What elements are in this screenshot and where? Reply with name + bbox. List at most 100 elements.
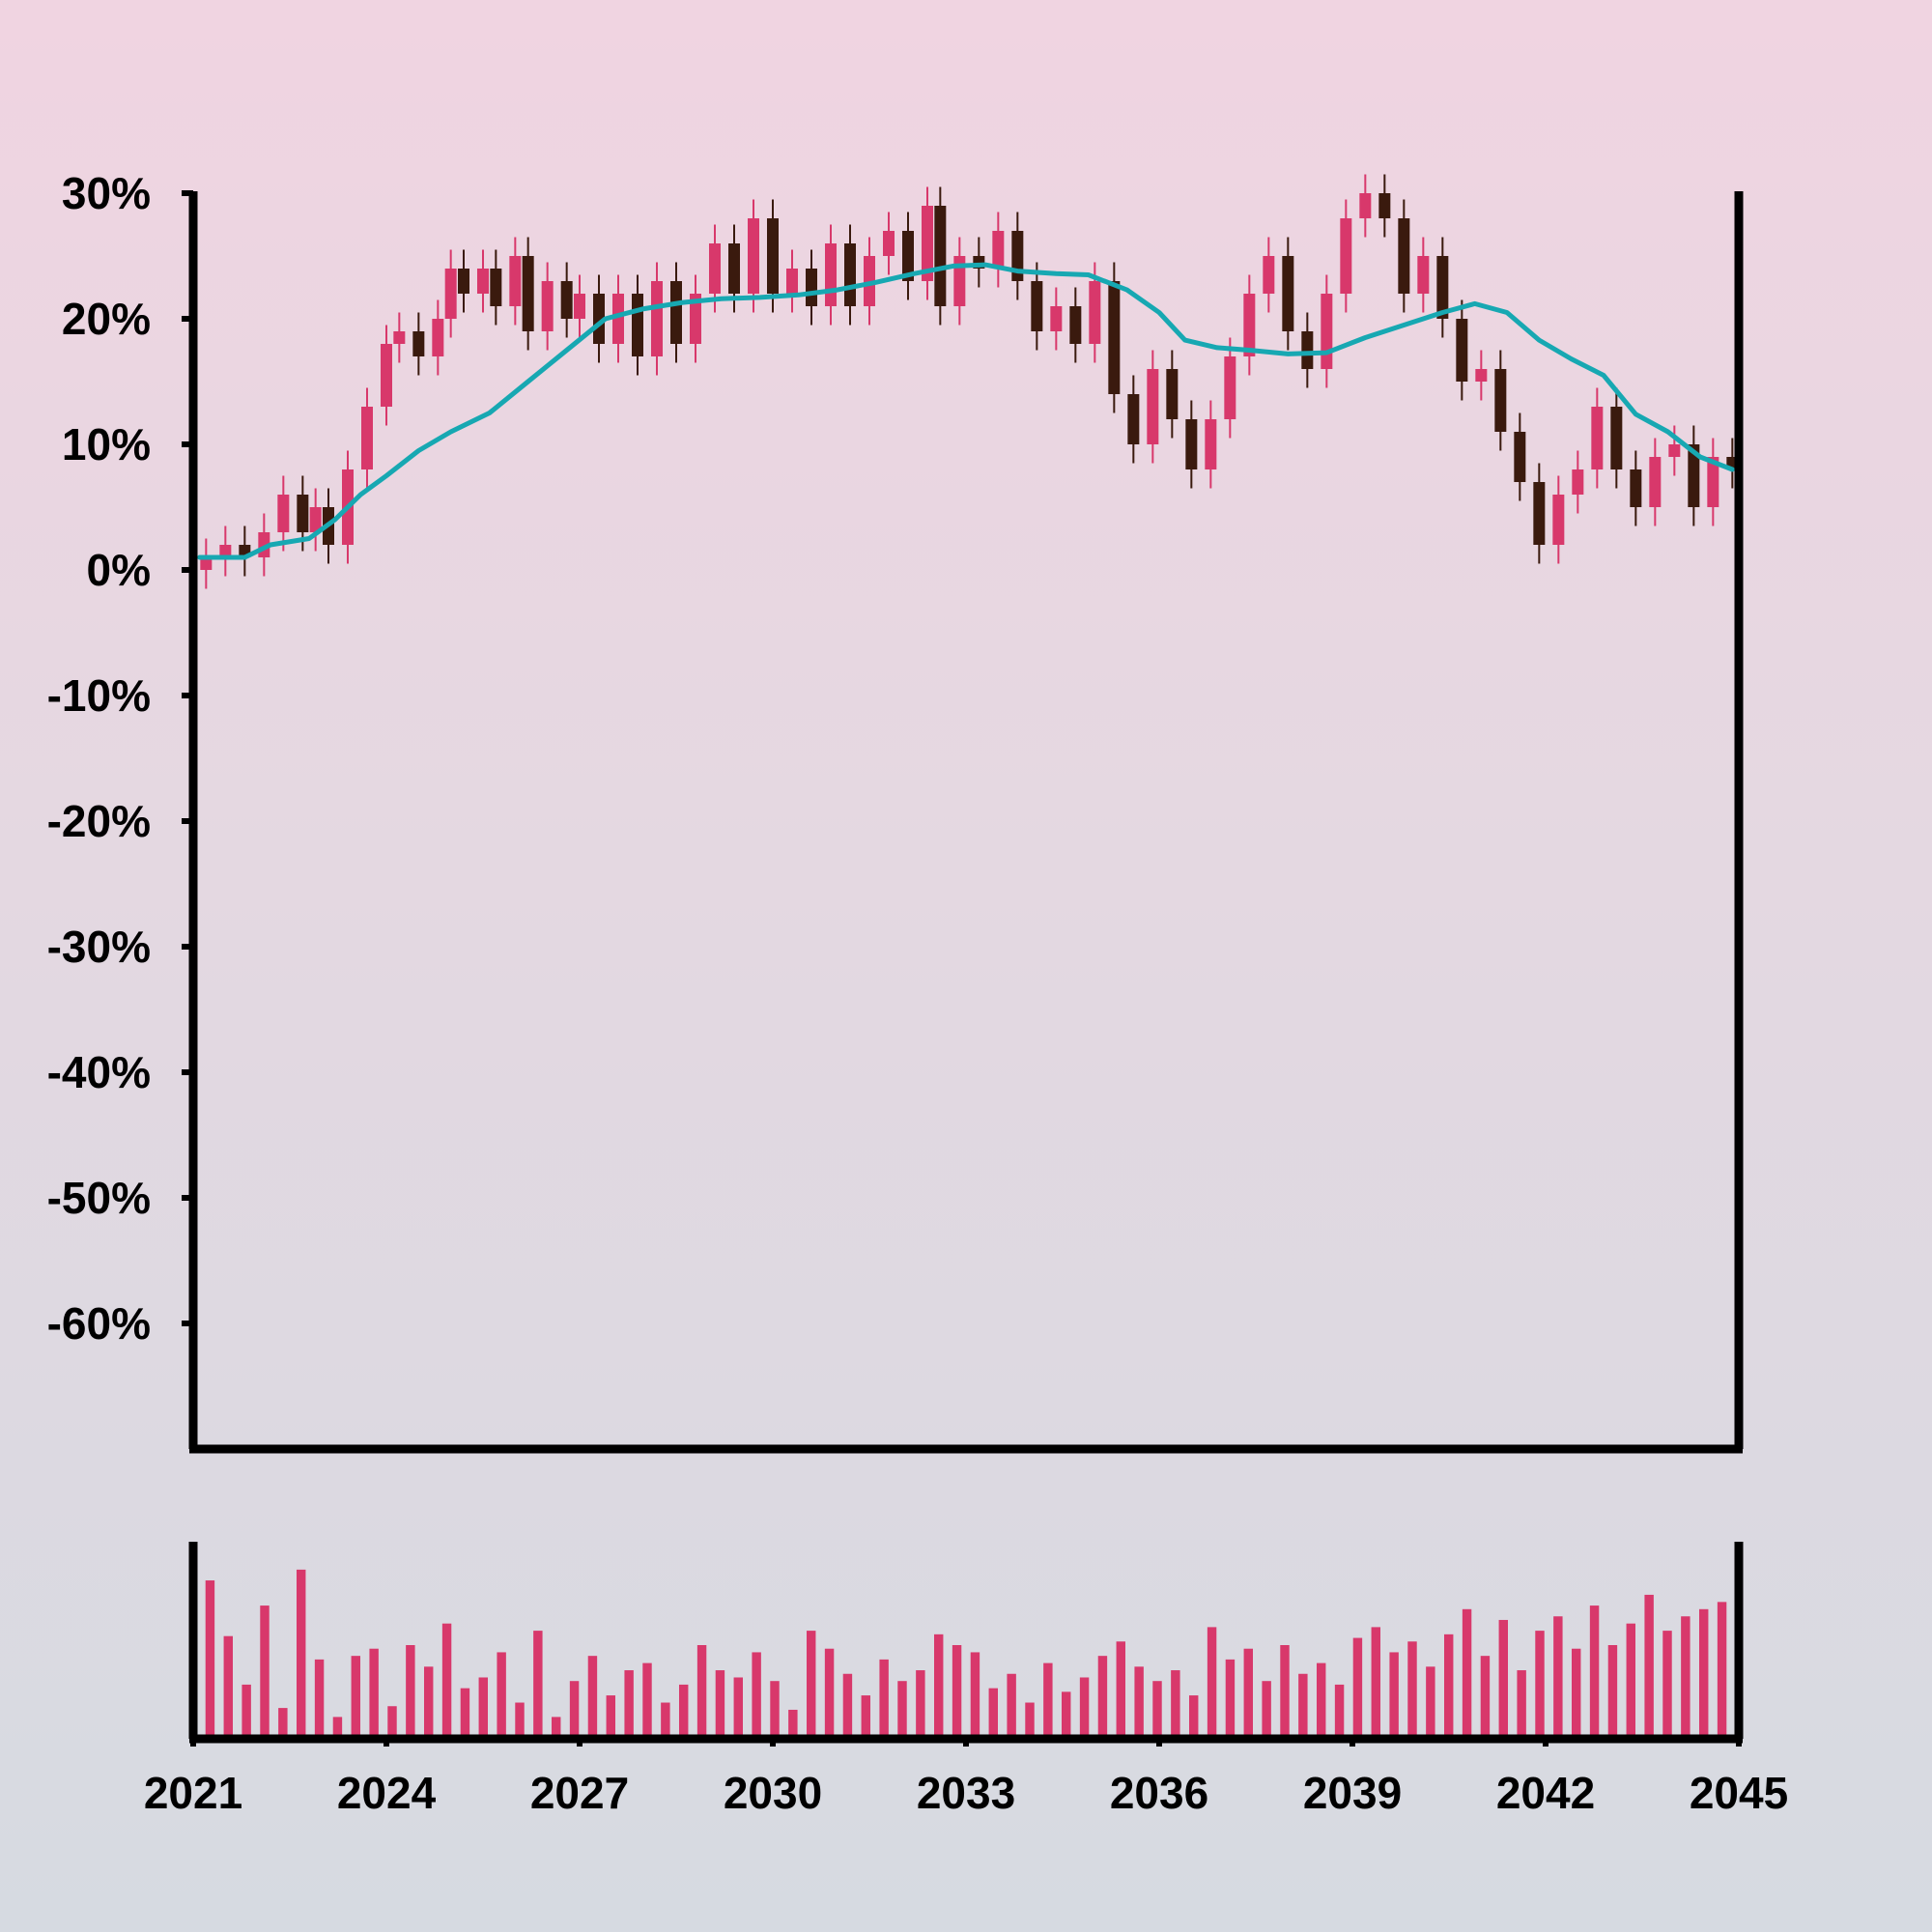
candle-down	[412, 331, 425, 356]
volume-bar	[1298, 1673, 1308, 1735]
candle-down	[490, 269, 502, 306]
volume-bar	[1134, 1666, 1144, 1735]
volume-bar	[332, 1717, 343, 1735]
y-tick-label: 30%	[62, 168, 151, 218]
candle-down	[670, 281, 682, 344]
candle-up	[200, 557, 213, 570]
candle-up	[1340, 218, 1352, 294]
volume-bar	[424, 1666, 434, 1735]
candle-up	[444, 269, 457, 319]
candle-down	[522, 256, 534, 331]
candle-down	[632, 294, 643, 356]
candle-down	[902, 231, 914, 281]
volume-bar	[1681, 1616, 1690, 1735]
volume-bar	[1444, 1634, 1454, 1735]
candle-down	[767, 218, 779, 294]
candle-up	[509, 256, 522, 306]
volume-bar	[624, 1670, 634, 1735]
volume-bar	[552, 1717, 561, 1735]
volume-bar	[1607, 1645, 1618, 1735]
candle-up	[1359, 193, 1372, 218]
candle-up	[864, 256, 875, 306]
candle-down	[239, 545, 251, 557]
candle-up	[690, 294, 701, 344]
volume-bar	[387, 1706, 397, 1735]
candle-up	[825, 243, 837, 306]
candle-down	[1533, 482, 1546, 545]
volume-bar	[297, 1569, 306, 1735]
candle-down	[1610, 407, 1623, 469]
volume-bar	[1207, 1627, 1217, 1735]
volume-bar	[478, 1677, 488, 1735]
candle-down	[1494, 369, 1507, 432]
y-axis: 30% 20% 10% 0% -10% -20% -30% -40% -50% -60%	[47, 168, 193, 1349]
candle-up	[432, 319, 444, 356]
volume-bar	[1626, 1623, 1635, 1735]
candle-up	[1263, 256, 1275, 294]
volume-bar	[934, 1634, 944, 1735]
y-tick-label: -40%	[47, 1047, 151, 1097]
volume-bar	[679, 1684, 689, 1735]
volume-bar	[1462, 1608, 1472, 1735]
volume-bar	[952, 1645, 962, 1735]
volume-bar	[1517, 1670, 1526, 1735]
candle-down	[593, 294, 605, 344]
y-tick-label: 20%	[62, 294, 151, 344]
volume-bar	[1352, 1637, 1363, 1735]
volume-bar	[861, 1695, 870, 1735]
x-tick-label: 2030	[724, 1768, 822, 1818]
volume-bar	[606, 1695, 615, 1735]
candle-up	[1591, 407, 1604, 469]
volume-bar	[1317, 1662, 1326, 1735]
volume-bar	[1116, 1641, 1125, 1735]
volume-bars-group	[205, 1569, 1727, 1735]
volume-bar	[1007, 1673, 1016, 1735]
volume-bar	[533, 1631, 543, 1735]
y-tick-label: -10%	[47, 670, 151, 721]
volume-bar	[515, 1702, 525, 1735]
candle-down	[560, 281, 573, 319]
candle-down	[934, 206, 947, 306]
volume-bar	[369, 1648, 379, 1735]
candle-down	[1031, 281, 1043, 331]
candle-up	[992, 231, 1005, 269]
volume-bar	[569, 1681, 580, 1735]
volume-bar	[242, 1684, 251, 1735]
candle-up	[748, 218, 759, 294]
candle-down	[1301, 331, 1314, 369]
volume-bar	[1389, 1652, 1399, 1735]
volume-bar	[497, 1652, 506, 1735]
candle-up	[651, 281, 663, 356]
volume-bar	[1225, 1659, 1236, 1735]
candle-up	[309, 507, 322, 532]
volume-bar	[988, 1688, 998, 1735]
candle-down	[458, 269, 469, 294]
volume-bar	[879, 1659, 889, 1735]
candle-down	[1069, 306, 1082, 344]
y-tick-label: 0%	[87, 545, 151, 595]
volume-bar	[205, 1580, 215, 1735]
candle-down	[806, 269, 817, 306]
candle-down	[728, 243, 740, 294]
volume-bar	[1152, 1681, 1162, 1735]
x-tick-label: 2039	[1303, 1768, 1402, 1818]
volume-bar	[406, 1645, 415, 1735]
volume-bar	[807, 1631, 816, 1735]
x-tick-label: 2024	[337, 1768, 437, 1818]
volume-bar	[1644, 1594, 1654, 1735]
candle-up	[709, 243, 721, 294]
candle-up	[1147, 369, 1159, 444]
volume-bar	[1043, 1662, 1053, 1735]
volume-bar	[223, 1635, 233, 1735]
volume-bar	[916, 1670, 925, 1735]
candle-up	[219, 545, 232, 557]
volume-bar	[1717, 1602, 1727, 1735]
y-tick-label: 10%	[62, 419, 151, 469]
volume-bar	[1171, 1670, 1180, 1735]
volume-bar	[314, 1659, 325, 1735]
candle-down	[1166, 369, 1179, 419]
volume-bar	[1699, 1608, 1709, 1735]
x-tick-label: 2036	[1110, 1768, 1208, 1818]
candle-up	[1552, 495, 1565, 545]
